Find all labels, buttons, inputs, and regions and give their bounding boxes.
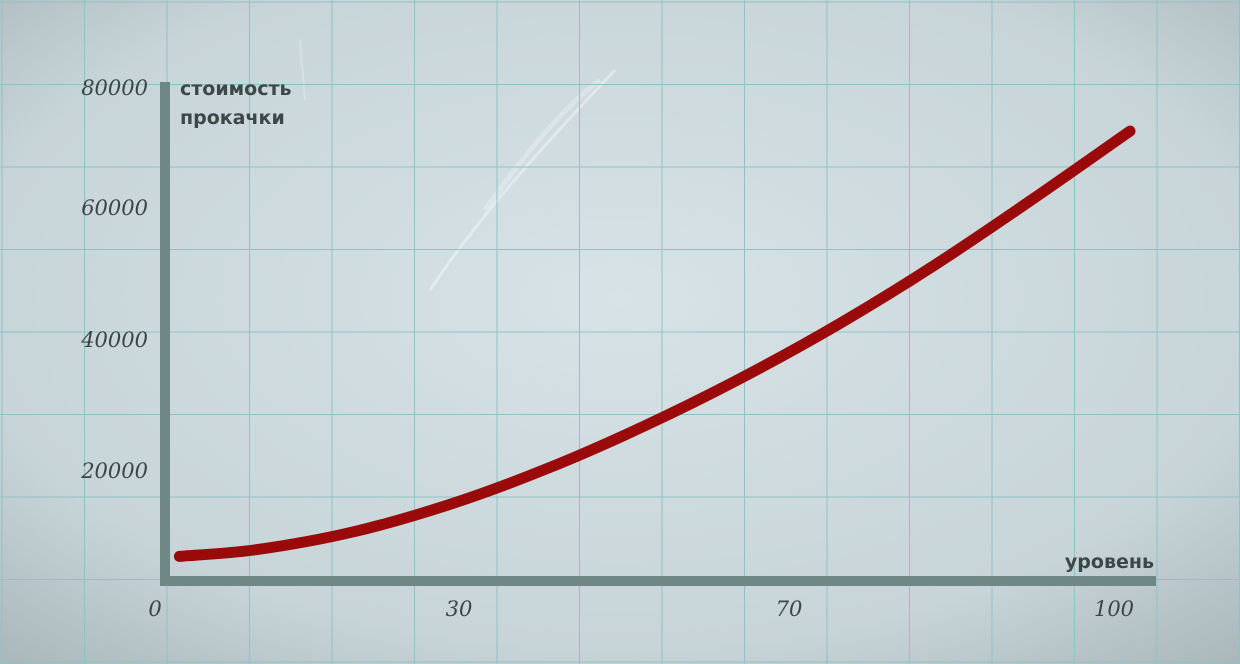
x-tick-label-30: 30 (446, 597, 473, 621)
x-axis-title: уровень (1065, 551, 1154, 573)
y-tick-label-60000: 60000 (81, 196, 148, 220)
y-tick-label-20000: 20000 (80, 459, 148, 483)
y-axis-title-line-2: прокачки (180, 107, 285, 129)
glare-streaks (299, 39, 617, 291)
y-tick-label-80000: 80000 (81, 76, 148, 100)
x-tick-label-70: 70 (776, 597, 803, 621)
y-axis-line (160, 82, 170, 586)
x-axis-line (160, 576, 1156, 586)
x-tick-label-0: 0 (148, 597, 161, 621)
y-axis-title-line-1: стоимость (180, 78, 292, 100)
y-tick-label-40000: 40000 (80, 328, 148, 352)
x-tick-label-100: 100 (1094, 597, 1134, 621)
series-layer (173, 125, 1136, 562)
series-line-0 (173, 125, 1136, 562)
